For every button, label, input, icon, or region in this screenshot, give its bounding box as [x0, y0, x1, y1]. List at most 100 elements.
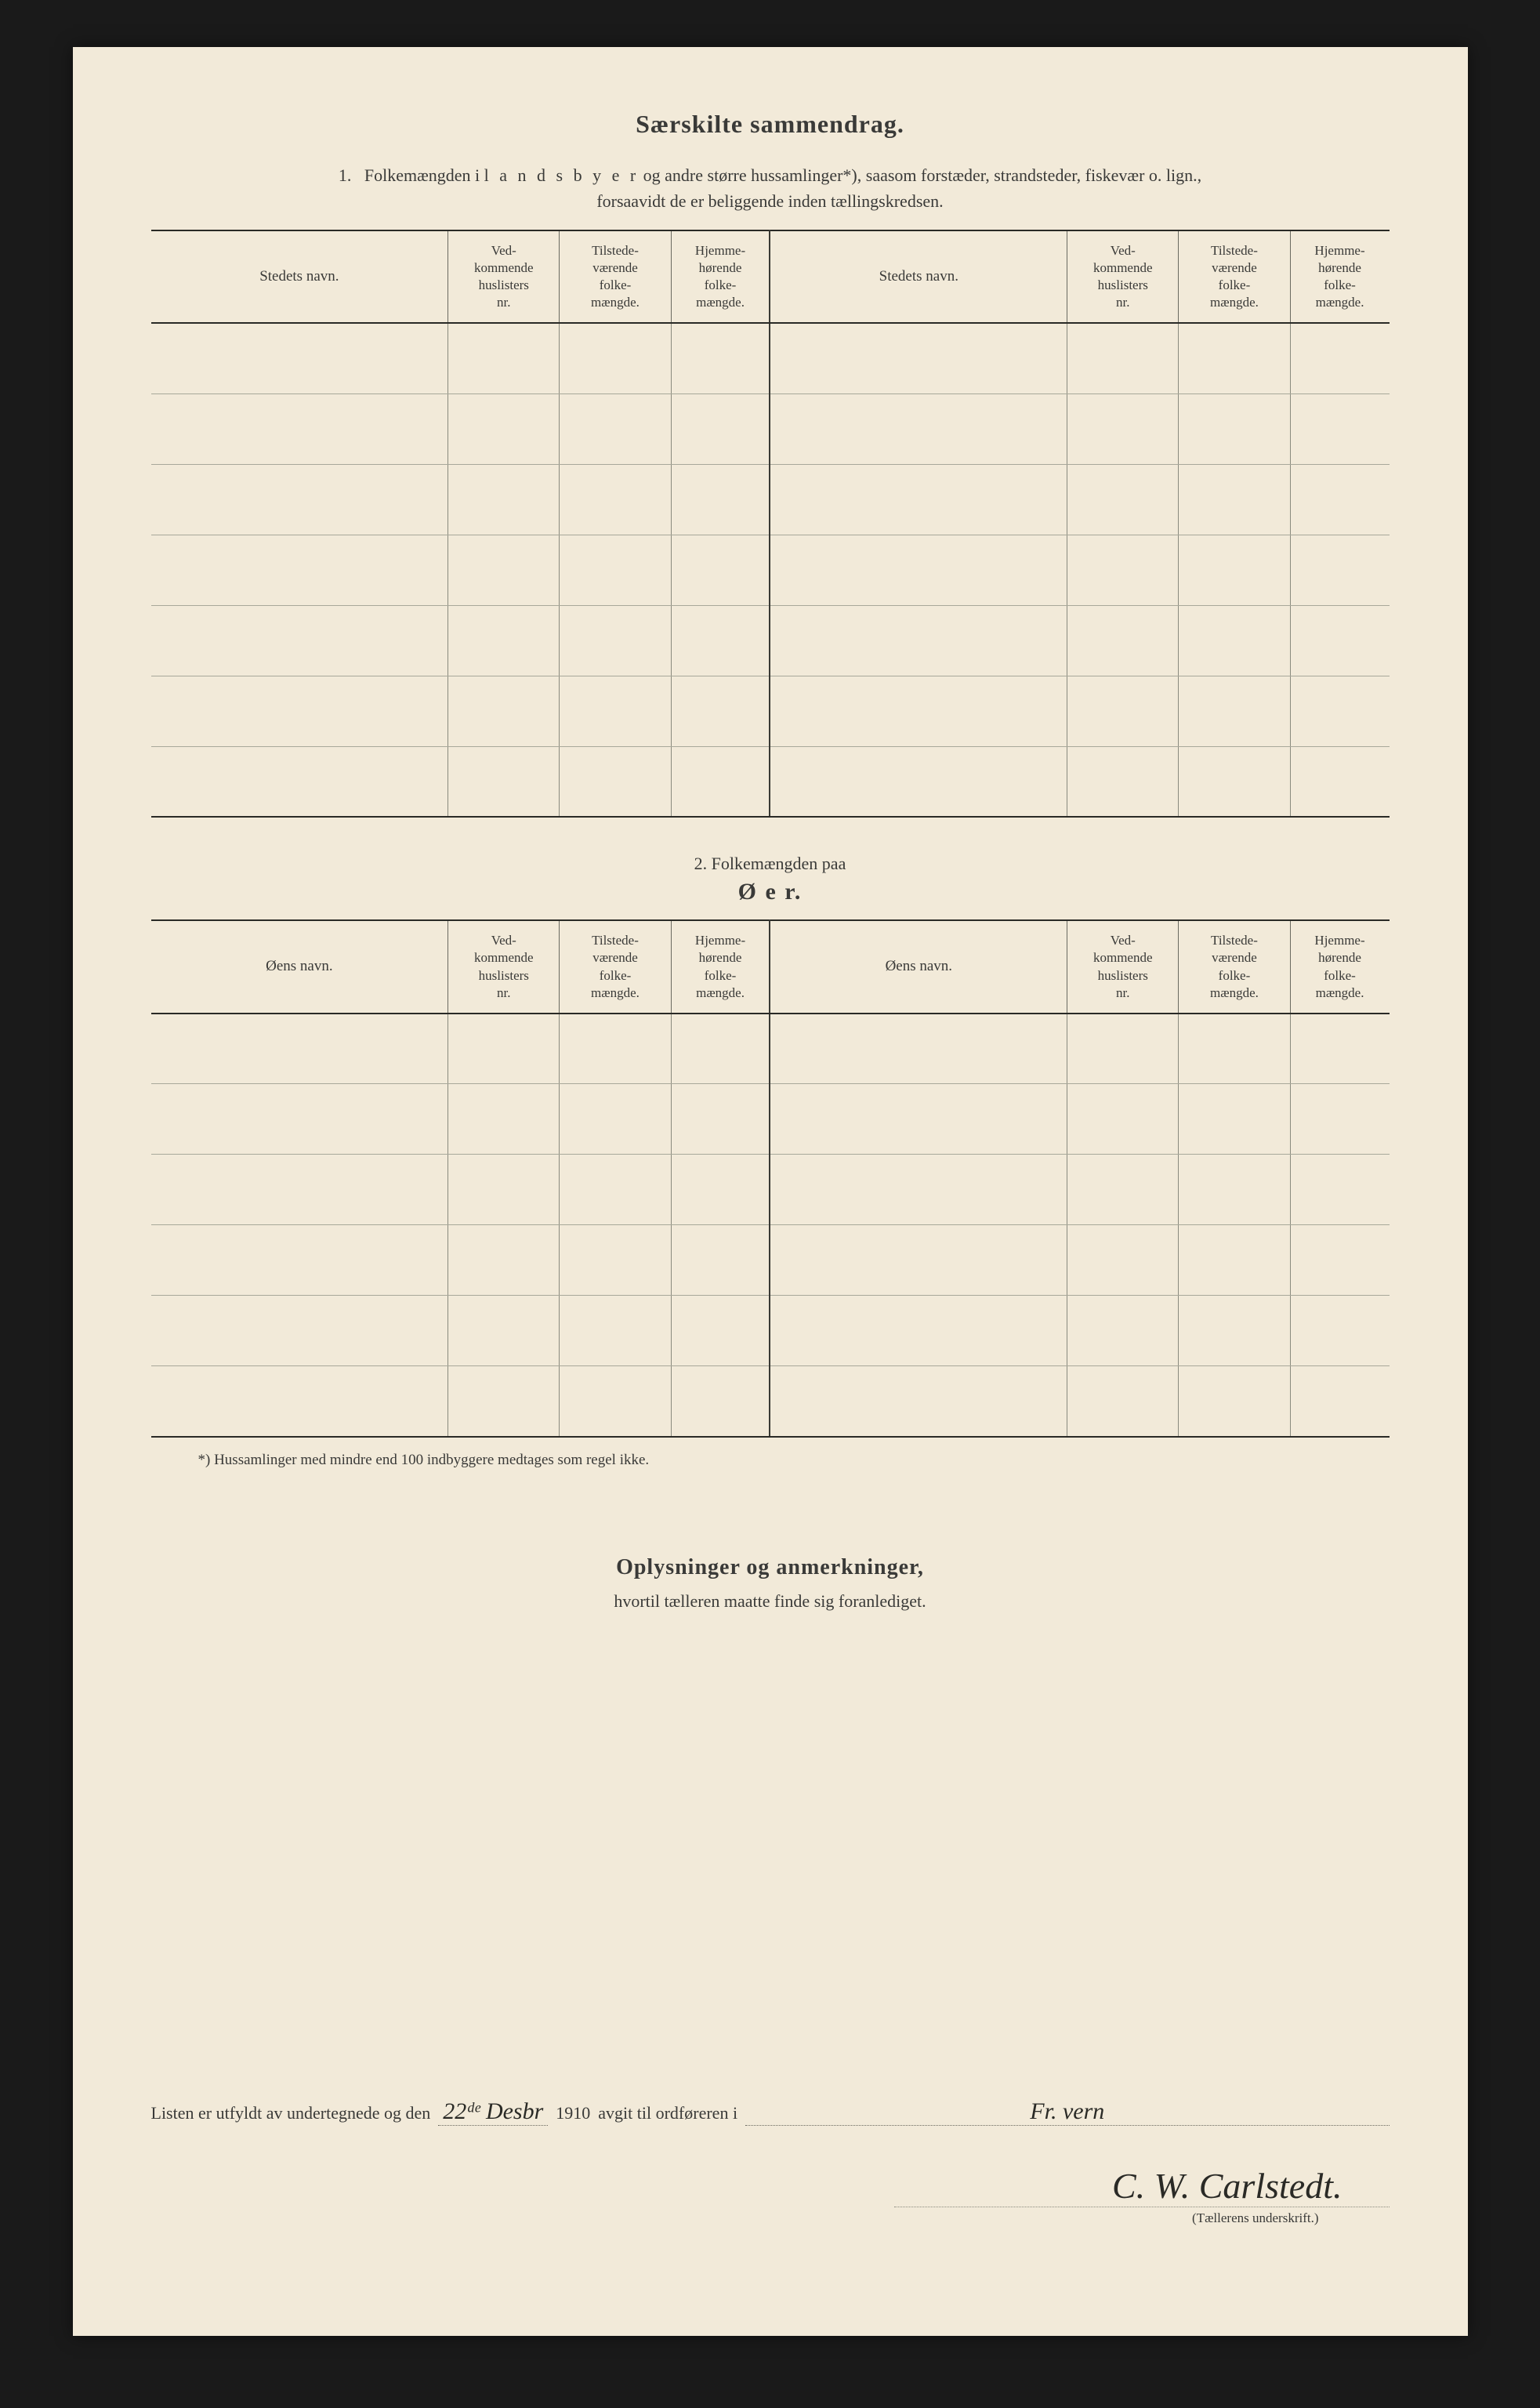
- table-cell: [1290, 676, 1389, 746]
- table-cell: [1290, 1225, 1389, 1296]
- table-cell: [1290, 1084, 1389, 1155]
- column-header: Ved-kommendehuslistersnr.: [1067, 920, 1179, 1013]
- table-cell: [1179, 1225, 1290, 1296]
- table-cell: [448, 1366, 560, 1437]
- table-cell: [560, 1225, 671, 1296]
- table-cell: [560, 746, 671, 817]
- table-cell: [448, 464, 560, 535]
- table-cell: [448, 535, 560, 605]
- table-cell: [1067, 1366, 1179, 1437]
- table-cell: [770, 323, 1067, 393]
- table-cell: [560, 1014, 671, 1084]
- table-cell: [1067, 746, 1179, 817]
- table-cell: [1179, 323, 1290, 393]
- table-cell: [560, 393, 671, 464]
- table-cell: [151, 1296, 448, 1366]
- table-cell: [151, 1014, 448, 1084]
- table-cell: [1290, 393, 1389, 464]
- column-header: Tilstede-værendefolke-mængde.: [1179, 920, 1290, 1013]
- table-cell: [671, 1296, 770, 1366]
- table-cell: [770, 535, 1067, 605]
- table-cell: [560, 1155, 671, 1225]
- table-cell: [770, 605, 1067, 676]
- table-cell: [671, 1225, 770, 1296]
- table-cell: [151, 605, 448, 676]
- table-cell: [1179, 676, 1290, 746]
- table-cell: [448, 1155, 560, 1225]
- section1-intro: 1. Folkemængden i l a n d s b y e r og a…: [151, 162, 1390, 214]
- table-cell: [671, 535, 770, 605]
- table-cell: [1067, 1296, 1179, 1366]
- table-cell: [1067, 323, 1179, 393]
- table-cell: [671, 464, 770, 535]
- column-header: Ved-kommendehuslistersnr.: [448, 920, 560, 1013]
- column-header: Tilstede-værendefolke-mængde.: [1179, 230, 1290, 323]
- table-cell: [448, 605, 560, 676]
- table-cell: [1290, 464, 1389, 535]
- table-cell: [671, 746, 770, 817]
- table-cell: [151, 323, 448, 393]
- section2-num: 2. Folkemængden paa: [151, 854, 1390, 874]
- section3-sub: hvortil tælleren maatte finde sig foranl…: [151, 1591, 1390, 1612]
- table-cell: [770, 1296, 1067, 1366]
- table-cell: [770, 464, 1067, 535]
- sig-mid: avgit til ordføreren i: [598, 2103, 737, 2123]
- column-header: Ved-kommendehuslistersnr.: [1067, 230, 1179, 323]
- table-cell: [151, 393, 448, 464]
- table-cell: [448, 323, 560, 393]
- table-cell: [1179, 746, 1290, 817]
- table-cell: [1179, 1366, 1290, 1437]
- column-header: Øens navn.: [151, 920, 448, 1013]
- column-header: Tilstede-værendefolke-mængde.: [560, 920, 671, 1013]
- table-cell: [448, 393, 560, 464]
- table-cell: [770, 393, 1067, 464]
- section2-table: Øens navn.Ved-kommendehuslistersnr.Tilst…: [151, 919, 1390, 1437]
- intro-line2: forsaavidt de er beliggende inden tællin…: [596, 191, 943, 211]
- table-cell: [560, 676, 671, 746]
- table-cell: [448, 676, 560, 746]
- table-cell: [151, 746, 448, 817]
- table-cell: [770, 1366, 1067, 1437]
- column-header: Øens navn.: [770, 920, 1067, 1013]
- table-cell: [151, 464, 448, 535]
- column-header: Stedets navn.: [151, 230, 448, 323]
- table-cell: [151, 1225, 448, 1296]
- table-cell: [1067, 464, 1179, 535]
- table-cell: [151, 676, 448, 746]
- table-cell: [448, 1084, 560, 1155]
- table-cell: [770, 1084, 1067, 1155]
- column-header: Hjemme-hørendefolke-mængde.: [1290, 920, 1389, 1013]
- table-cell: [560, 605, 671, 676]
- table-cell: [560, 323, 671, 393]
- table-cell: [1290, 746, 1389, 817]
- footnote: *) Hussamlinger med mindre end 100 indby…: [198, 1452, 1390, 1469]
- table-cell: [1067, 1014, 1179, 1084]
- table-cell: [560, 1366, 671, 1437]
- table-cell: [1290, 1296, 1389, 1366]
- table-cell: [560, 464, 671, 535]
- sig-prefix: Listen er utfyldt av undertegnede og den: [151, 2103, 431, 2123]
- column-header: Hjemme-hørendefolke-mængde.: [671, 920, 770, 1013]
- table-cell: [1290, 323, 1389, 393]
- section1-title: Særskilte sammendrag.: [151, 110, 1390, 139]
- table-cell: [770, 746, 1067, 817]
- table-cell: [1179, 1084, 1290, 1155]
- intro-a: Folkemængden i: [364, 165, 484, 185]
- signature-caption: (Tællerens underskrift.): [894, 2207, 1390, 2226]
- table-cell: [671, 393, 770, 464]
- signature-name: C. W. Carlstedt.: [151, 2165, 1390, 2207]
- table-cell: [1179, 464, 1290, 535]
- table-cell: [671, 1014, 770, 1084]
- column-header: Tilstede-værendefolke-mængde.: [560, 230, 671, 323]
- table-cell: [671, 323, 770, 393]
- table-cell: [560, 1296, 671, 1366]
- table-cell: [1290, 535, 1389, 605]
- column-header: Hjemme-hørendefolke-mængde.: [671, 230, 770, 323]
- intro-num: 1.: [339, 165, 352, 185]
- table-cell: [671, 676, 770, 746]
- table-cell: [448, 1225, 560, 1296]
- census-form-page: Særskilte sammendrag. 1. Folkemængden i …: [73, 47, 1468, 2336]
- column-header: Hjemme-hørendefolke-mængde.: [1290, 230, 1389, 323]
- signature-line: Listen er utfyldt av undertegnede og den…: [151, 2098, 1390, 2126]
- table-cell: [1067, 605, 1179, 676]
